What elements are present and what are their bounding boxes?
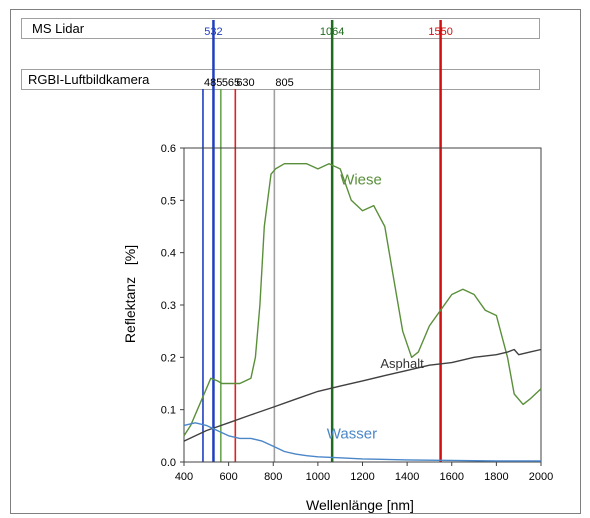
y-tick-label: 0.6: [161, 143, 176, 155]
axis-ticks: 400 600 800 1000 1200 1400 1600 1800 2000 0.0 0.1 0…: [161, 143, 554, 483]
y-tick-label: 0.0: [161, 457, 176, 469]
series-annotations: Wiese Asphalt Wasser: [327, 172, 424, 443]
series-lines: [183, 162, 542, 462]
annotation-asphalt: Asphalt: [380, 356, 424, 371]
series-line-asphalt: [183, 348, 542, 442]
y-tick-label: 0.3: [161, 300, 176, 312]
x-axis-label: Wellenlänge [nm]: [306, 497, 414, 513]
x-tick-label: 1200: [350, 471, 374, 483]
lidar-band-box: MS Lidar: [21, 18, 540, 39]
rgbi-band-title: RGBI-Luftbildkamera: [28, 72, 150, 87]
figure-frame: [10, 9, 581, 514]
plot-area: [183, 147, 542, 463]
x-tick-label: 600: [219, 471, 237, 483]
band-label-lidar-1550: 1550: [428, 26, 452, 38]
x-tick-label: 800: [264, 471, 282, 483]
y-tick-label: 0.1: [161, 405, 176, 417]
series-line-wasser: [183, 422, 541, 462]
annotation-wiese: Wiese: [340, 172, 382, 189]
band-label-rgbi-485: 485: [204, 77, 222, 89]
y-tick-label: 0.4: [161, 248, 176, 260]
series-line-wiese: [183, 162, 542, 437]
x-tick-label: 1400: [395, 471, 419, 483]
x-tick-label: 1000: [306, 471, 330, 483]
x-tick-label: 1800: [484, 471, 508, 483]
band-label-rgbi-805: 805: [275, 77, 293, 89]
band-label-lidar-1064: 1064: [320, 26, 344, 38]
band-label-rgbi-565: 565: [222, 77, 240, 89]
band-label-lidar-532: 532: [204, 26, 222, 38]
rgbi-band-box: RGBI-Luftbildkamera: [21, 69, 540, 90]
band-label-rgbi-630: 630: [236, 77, 254, 89]
y-tick-label: 0.2: [161, 352, 176, 364]
y-tick-label: 0.5: [161, 195, 176, 207]
x-tick-label: 400: [175, 471, 193, 483]
y-axis-label: Reflektanz: [122, 277, 138, 343]
y-axis-unit: [%]: [122, 245, 138, 265]
x-tick-label: 2000: [529, 471, 553, 483]
annotation-wasser: Wasser: [327, 425, 377, 442]
x-tick-label: 1600: [440, 471, 464, 483]
lidar-band-title: MS Lidar: [32, 21, 85, 36]
